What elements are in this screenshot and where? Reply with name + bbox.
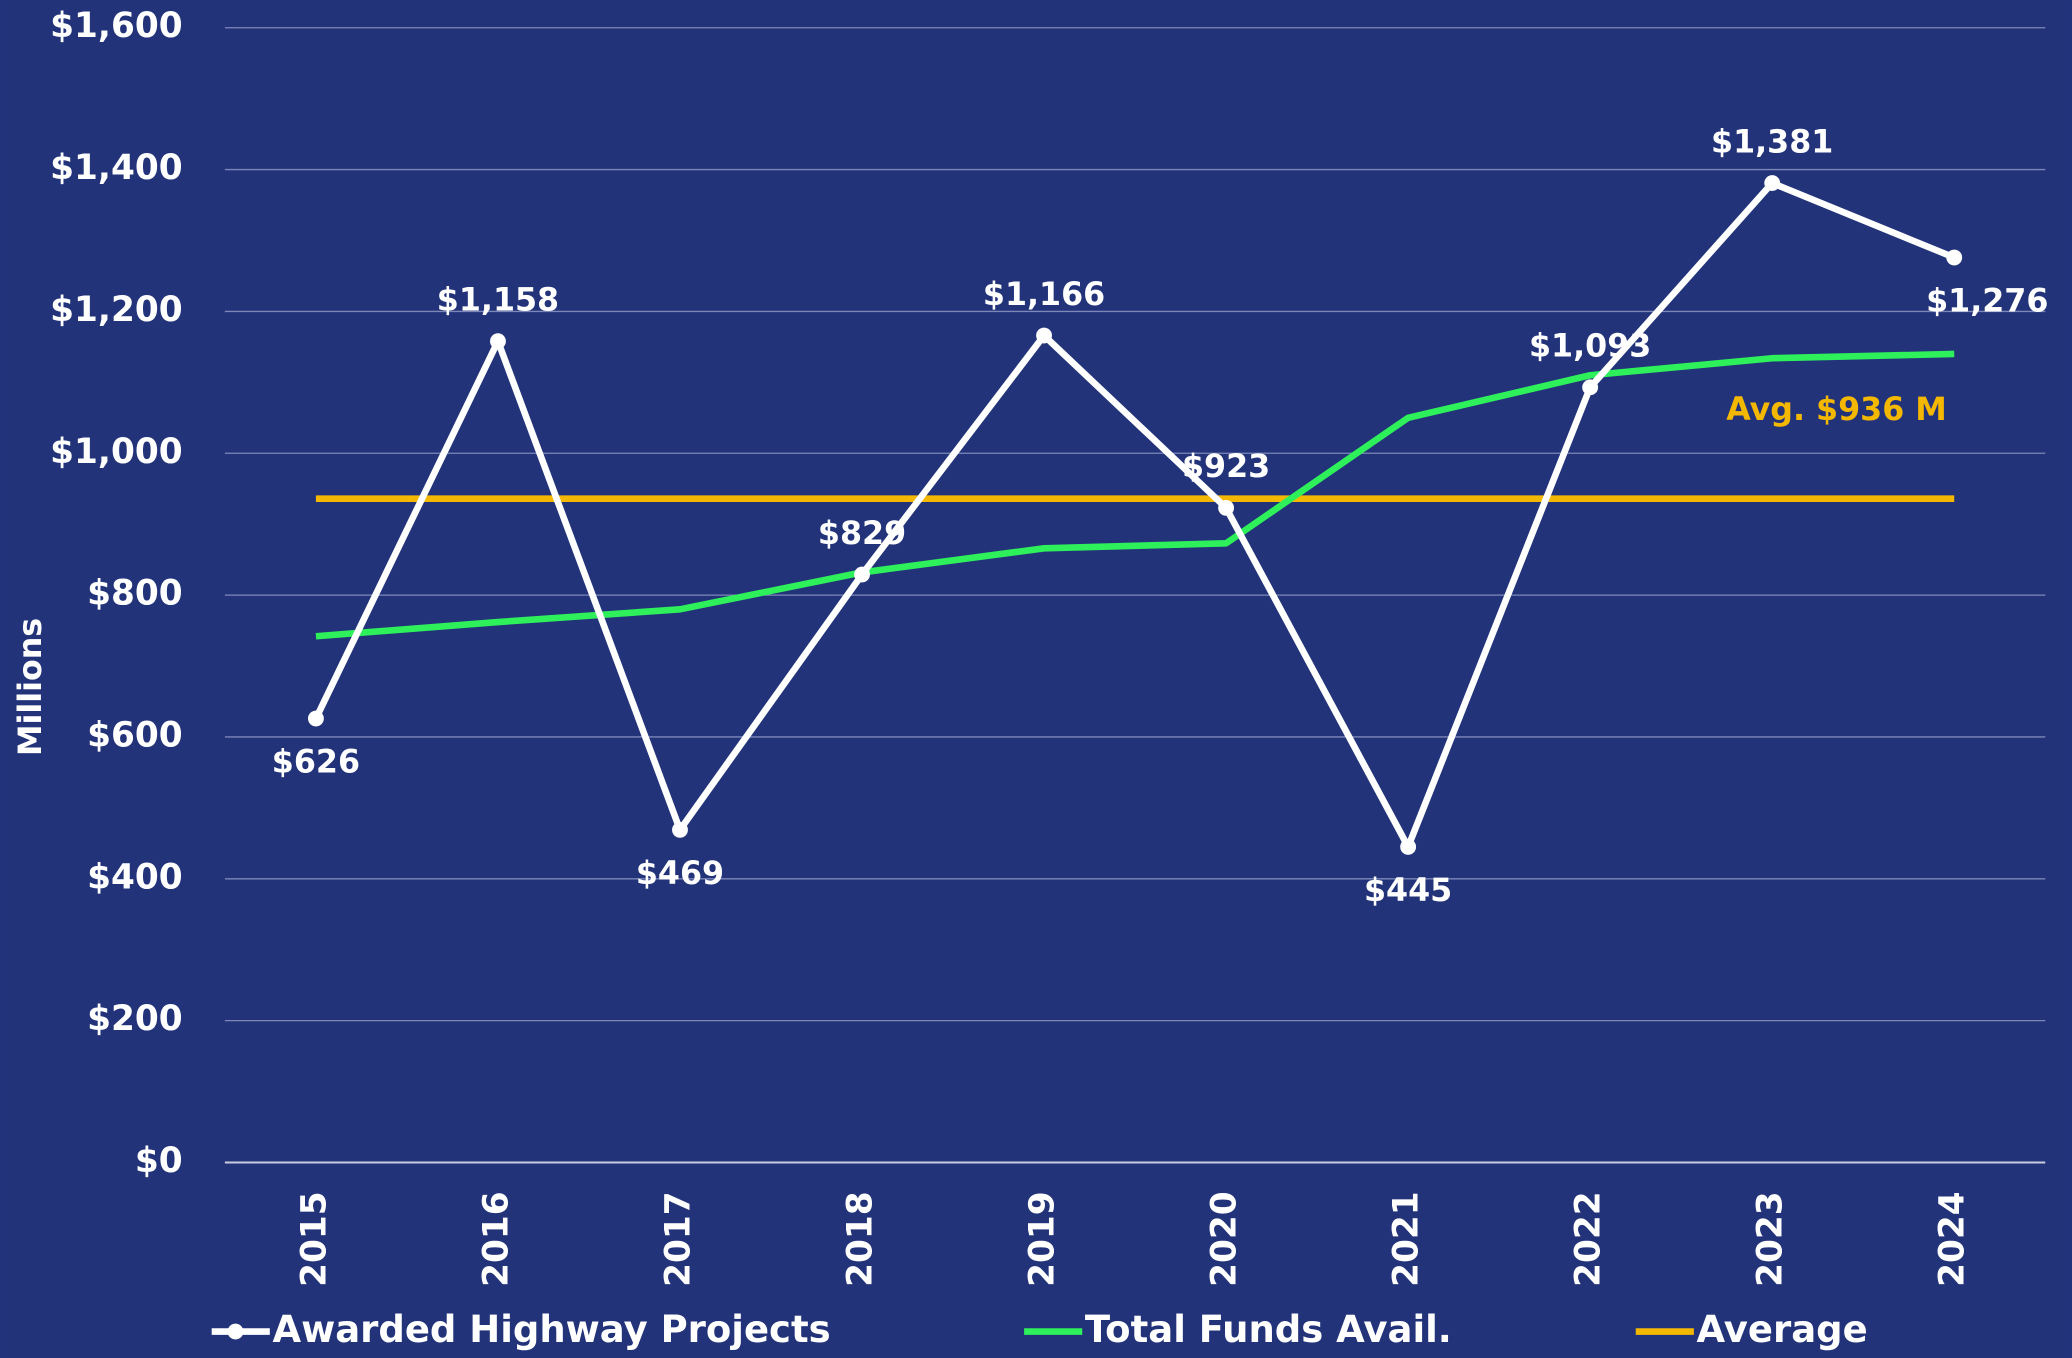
line — [312, 179, 1956, 851]
marker — [490, 333, 506, 350]
data-label: $1,276 — [1926, 283, 2048, 319]
x-tick-label: 2016 — [476, 1191, 516, 1287]
marker — [1218, 499, 1235, 516]
marker — [1764, 175, 1781, 191]
legend-marker — [227, 1323, 244, 1340]
marker — [672, 821, 688, 838]
data-label: $1,158 — [437, 283, 559, 319]
data-label: $626 — [272, 744, 360, 780]
x-tick-label: 2021 — [1387, 1191, 1427, 1287]
y-tick-label: $400 — [87, 857, 183, 897]
data-label: $829 — [818, 516, 906, 552]
y-tick-label: $1,200 — [50, 290, 182, 330]
x-tick-label: 2015 — [294, 1191, 334, 1287]
y-tick-label: $1,600 — [50, 6, 182, 46]
y-axis-label: Millions — [13, 618, 49, 756]
x-tick-label: 2019 — [1023, 1191, 1063, 1287]
marker — [1036, 327, 1052, 344]
data-label: $1,166 — [983, 277, 1105, 313]
y-tick-label: $800 — [87, 574, 183, 614]
x-tick-label: 2020 — [1205, 1191, 1245, 1287]
data-label: $1,093 — [1529, 329, 1651, 365]
x-tick-label: 2024 — [1933, 1191, 1973, 1287]
legend-label: Total Funds Avail. — [1085, 1308, 1452, 1351]
marker — [1582, 379, 1599, 396]
y-tick-label: $200 — [87, 999, 183, 1039]
legend-label: Average — [1697, 1308, 1868, 1351]
marker — [1400, 838, 1417, 855]
data-label: $445 — [1364, 873, 1452, 909]
x-tick-label: 2017 — [658, 1191, 698, 1287]
y-tick-label: $600 — [87, 715, 183, 755]
y-tick-label: $1,400 — [50, 148, 182, 188]
x-tick-label: 2022 — [1569, 1191, 1609, 1287]
y-tick-label: $1,000 — [50, 432, 182, 472]
marker — [854, 566, 870, 583]
annotation: Avg. $936 M — [1726, 392, 1947, 428]
legend-label: Awarded Highway Projects — [272, 1308, 830, 1351]
data-label: $469 — [636, 856, 724, 892]
x-tick-label: 2018 — [841, 1191, 881, 1287]
line — [315, 350, 1955, 640]
data-label: $923 — [1182, 449, 1270, 485]
marker — [307, 710, 324, 727]
x-tick-label: 2023 — [1751, 1191, 1791, 1287]
data-label: $1,381 — [1711, 124, 1833, 160]
marker — [1946, 249, 1963, 266]
y-tick-label: $0 — [135, 1141, 183, 1181]
